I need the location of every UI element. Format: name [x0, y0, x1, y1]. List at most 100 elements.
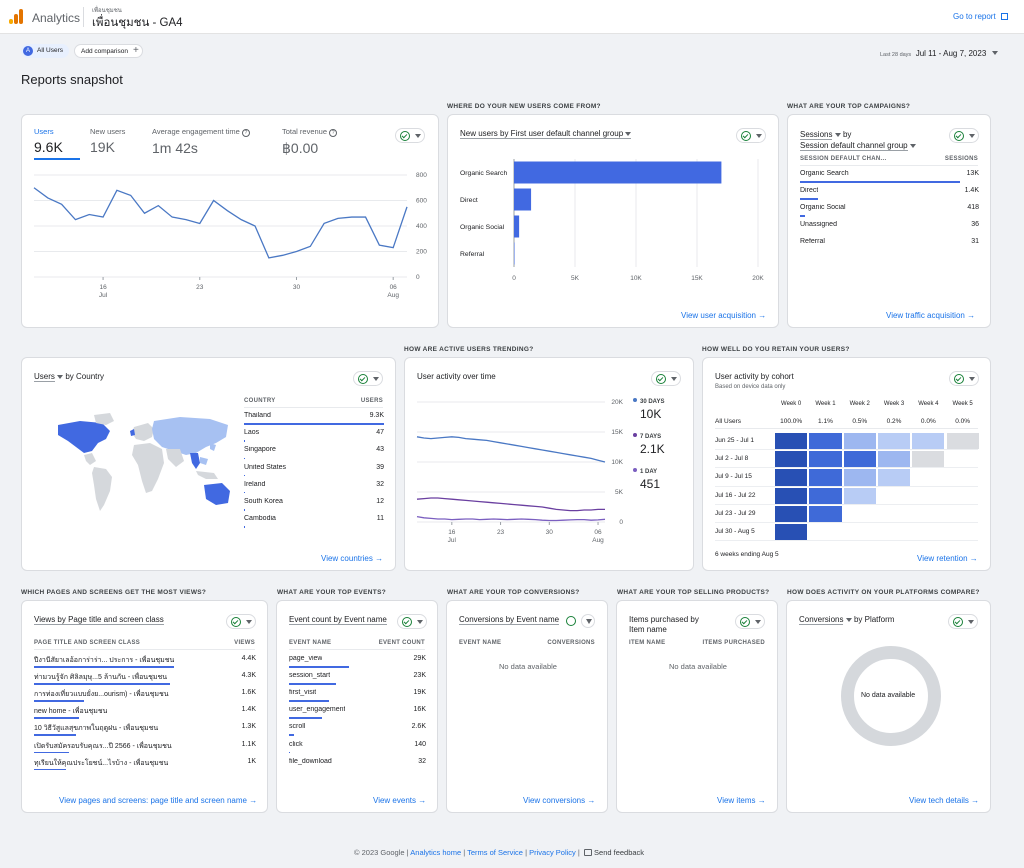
card-options-button[interactable]: [735, 614, 765, 629]
table-row[interactable]: Singapore 43: [244, 444, 384, 461]
cohort-cell[interactable]: [843, 451, 876, 468]
card-options-button[interactable]: [651, 371, 681, 386]
cohort-cell[interactable]: [775, 487, 808, 504]
card-options-button[interactable]: [949, 371, 979, 386]
platform-title[interactable]: Conversions by Platform: [799, 615, 894, 625]
account-name[interactable]: เพื่อนชุมชน: [92, 8, 122, 14]
date-range-picker[interactable]: Last 28 days Jul 11 - Aug 7, 2023: [880, 48, 998, 58]
view-traffic-acquisition-link[interactable]: View traffic acquisition →: [886, 311, 975, 320]
card-options-button[interactable]: [948, 614, 978, 629]
country-title[interactable]: Users by Country: [34, 372, 104, 382]
row-bar: [244, 440, 245, 442]
feedback-icon[interactable]: [583, 849, 592, 856]
cohort-cell[interactable]: [775, 505, 808, 522]
cohort-cell[interactable]: [775, 433, 808, 450]
table-row[interactable]: page_view 29K: [289, 653, 426, 670]
card-options-button[interactable]: [353, 371, 383, 386]
table-row[interactable]: Unassigned 36: [800, 219, 979, 236]
campaigns-title[interactable]: Sessions by Session default channel grou…: [800, 129, 916, 151]
card-options-button[interactable]: [736, 128, 766, 143]
view-retention-link[interactable]: View retention →: [917, 554, 978, 563]
category-label: Organic Search: [460, 170, 507, 177]
cohort-cell[interactable]: [877, 451, 911, 468]
products-card: Items purchased by Item name ITEM NAME I…: [616, 600, 778, 813]
table-row[interactable]: การท่องเที่ยวแบบยั่งย...ourism) - เพื่อน…: [34, 687, 256, 704]
pages-title[interactable]: Views by Page title and screen class: [34, 615, 164, 625]
cohort-cell[interactable]: [775, 524, 808, 541]
view-items-link[interactable]: View items →: [717, 796, 766, 805]
table-row[interactable]: Ireland 32: [244, 479, 384, 496]
table-row[interactable]: United States 39: [244, 462, 384, 479]
conversions-title[interactable]: Conversions by Event name: [459, 615, 560, 625]
view-conversions-link[interactable]: View conversions →: [523, 796, 595, 805]
view-events-link[interactable]: View events →: [373, 796, 426, 805]
divider: [715, 522, 978, 523]
table-row[interactable]: Thailand 9.3K: [244, 410, 384, 427]
property-name[interactable]: เพื่อนชุมชน - GA4: [92, 17, 183, 29]
cohort-cell[interactable]: [912, 433, 945, 450]
table-row[interactable]: Referral 31: [800, 236, 979, 253]
table-row[interactable]: ท่ามวนรู้จัก ศิลิลมุษุ...5 ล้านกัน - เพื…: [34, 670, 256, 687]
table-row[interactable]: ปีงานีสัยาเลอ้อการ่าร่า... ประการ - เพื่…: [34, 653, 256, 670]
go-to-report-link[interactable]: Go to report: [953, 12, 1008, 21]
products-title[interactable]: Items purchased by Item name: [629, 615, 699, 634]
row-value: 1.1K: [241, 740, 256, 748]
events-title[interactable]: Event count by Event name: [289, 615, 387, 625]
metric-tab-new-users[interactable]: New users 19K: [90, 127, 125, 155]
view-countries-link[interactable]: View countries →: [321, 554, 383, 563]
view-user-acquisition-link[interactable]: View user acquisition →: [681, 311, 766, 320]
cohort-cell[interactable]: [843, 433, 876, 450]
table-row[interactable]: file_download 32: [289, 756, 426, 773]
send-feedback-link[interactable]: Send feedback: [594, 848, 645, 857]
cohort-cell[interactable]: [912, 451, 945, 468]
cohort-cell[interactable]: [775, 469, 808, 486]
check-circle-icon[interactable]: [566, 616, 576, 626]
cohort-cell[interactable]: [877, 469, 911, 486]
segment-chip[interactable]: A All Users: [21, 44, 69, 58]
acquisition-title[interactable]: New users by First user default channel …: [460, 129, 632, 139]
cohort-cell[interactable]: [809, 433, 842, 450]
cohort-cell[interactable]: [809, 451, 842, 468]
cohort-cell[interactable]: [775, 451, 808, 468]
metric-tab-engagement[interactable]: Average engagement time ? 1m 42s: [152, 127, 250, 156]
terms-link[interactable]: Terms of Service: [467, 848, 523, 857]
privacy-link[interactable]: Privacy Policy: [529, 848, 576, 857]
table-row[interactable]: Organic Social 418: [800, 202, 979, 219]
card-options-button[interactable]: [949, 128, 979, 143]
analytics-logo-icon[interactable]: [9, 9, 23, 24]
cohort-cell[interactable]: [946, 433, 979, 450]
y-tick-label: 0: [619, 519, 623, 526]
cohort-cell[interactable]: [843, 487, 876, 504]
card-options-button[interactable]: [395, 128, 425, 143]
view-tech-details-link[interactable]: View tech details →: [909, 796, 979, 805]
view-pages-link[interactable]: View pages and screens: page title and s…: [59, 796, 257, 805]
table-row[interactable]: scroll 2.6K: [289, 721, 426, 738]
table-row[interactable]: เปิดรับสมัครอบรับคุณร...ปี 2566 - เพื่อน…: [34, 739, 256, 756]
go-to-report-label: Go to report: [953, 12, 996, 21]
table-row[interactable]: Organic Search 13K: [800, 168, 979, 185]
cohort-cell[interactable]: [843, 469, 876, 486]
table-row[interactable]: first_visit 19K: [289, 687, 426, 704]
analytics-home-link[interactable]: Analytics home: [410, 848, 462, 857]
card-options-button[interactable]: [226, 614, 256, 629]
cohort-cell[interactable]: [877, 433, 911, 450]
table-row[interactable]: ทุเรียนให้คุณประโยชน์...ไรบ้าง - เพื่อนช…: [34, 756, 256, 773]
filter-icon[interactable]: [581, 614, 595, 628]
table-row[interactable]: new home - เพื่อนชุมชน 1.4K: [34, 704, 256, 721]
cohort-cell[interactable]: [809, 487, 842, 504]
table-row[interactable]: 10 วิธีวัสูแลสุขภาพในฤดูฝน - เพื่อนชุมชน…: [34, 721, 256, 738]
table-row[interactable]: Cambodia 11: [244, 513, 384, 530]
table-row[interactable]: user_engagement 16K: [289, 704, 426, 721]
table-row[interactable]: session_start 23K: [289, 670, 426, 687]
table-row[interactable]: Laos 47: [244, 427, 384, 444]
table-row[interactable]: South Korea 12: [244, 496, 384, 513]
table-row[interactable]: click 140: [289, 739, 426, 756]
table-row[interactable]: Direct 1.4K: [800, 185, 979, 202]
card-options-button[interactable]: [397, 614, 427, 629]
cohort-cell[interactable]: [809, 469, 842, 486]
cohort-cell[interactable]: [809, 505, 842, 522]
metric-tab-revenue[interactable]: Total revenue ? ฿0.00: [282, 127, 338, 157]
add-comparison-button[interactable]: Add comparison +: [74, 44, 143, 58]
metric-tab-users[interactable]: Users 9.6K: [34, 127, 80, 160]
cohort-subtitle: Based on device data only: [715, 384, 786, 390]
